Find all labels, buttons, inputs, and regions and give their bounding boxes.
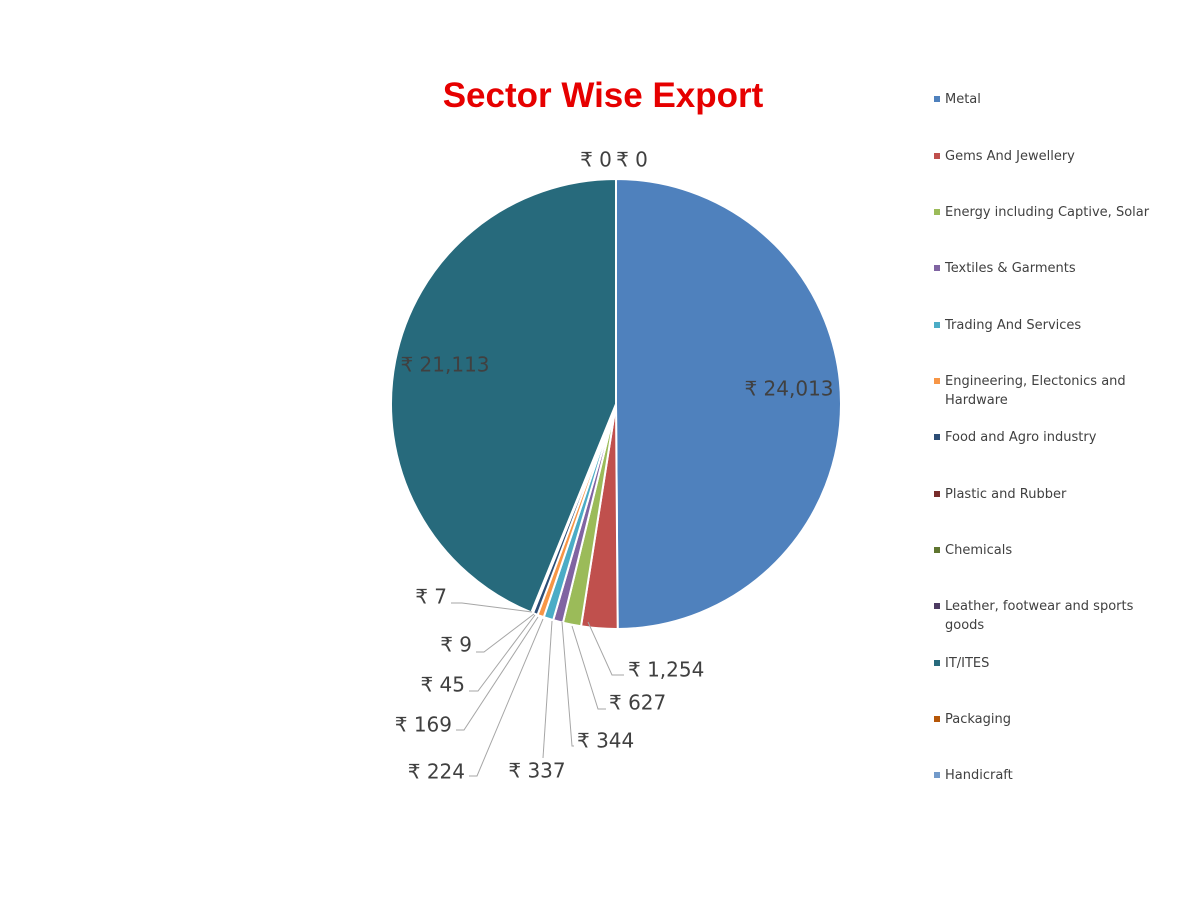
legend-label: Plastic and Rubber [945, 487, 1067, 502]
data-label-textiles-garments: ₹ 344 [577, 729, 634, 753]
legend-swatch [934, 547, 940, 553]
legend-label: Energy including Captive, Solar [945, 205, 1150, 220]
data-label-energy-including-captive-solar: ₹ 627 [609, 691, 666, 715]
data-label-handicraft: ₹ 0 [616, 148, 648, 172]
legend-swatch [934, 660, 940, 666]
legend-swatch [934, 96, 940, 102]
legend-swatch [934, 603, 940, 609]
data-label-plastic-and-rubber: ₹ 45 [420, 673, 465, 697]
leader-line-chemicals [476, 613, 535, 653]
legend-label: Leather, footwear and sports goods [945, 599, 1134, 633]
legend-label: IT/ITES [945, 656, 990, 671]
legend-label: Metal [945, 92, 981, 107]
data-label-food-and-agro-industry: ₹ 169 [395, 713, 452, 737]
leader-line-textiles-garments [561, 621, 574, 747]
leader-line-leather-footwear-and-sports-goods [451, 602, 533, 613]
leader-line-trading-and-services [542, 620, 553, 759]
chart-title: Sector Wise Export [442, 76, 764, 115]
legend-label: Textiles & Garments [945, 261, 1076, 276]
legend-label: Engineering, Electonics and Hardware [945, 374, 1126, 408]
legend-swatch [934, 434, 940, 440]
data-label-it-ites: ₹ 21,113 [400, 353, 489, 377]
legend-swatch [934, 153, 940, 159]
legend-swatch [934, 378, 940, 384]
legend-swatch [934, 491, 940, 497]
leader-line-engineering-electonics-and-hardware [469, 618, 544, 777]
legend-swatch [934, 716, 940, 722]
data-label-chemicals: ₹ 9 [440, 633, 472, 657]
legend-label: Chemicals [945, 543, 1013, 558]
leader-line-energy-including-captive-solar [571, 625, 606, 710]
data-label-engineering-electonics-and-hardware: ₹ 224 [408, 760, 465, 784]
legend-label: Packaging [945, 712, 1011, 727]
legend-label: Trading And Services [945, 318, 1082, 333]
data-label-leather-footwear-and-sports-goods: ₹ 7 [415, 585, 447, 609]
legend-label: Handicraft [945, 768, 1013, 783]
leader-line-food-and-agro-industry [456, 616, 539, 731]
data-label-trading-and-services: ₹ 337 [508, 759, 565, 783]
leader-line-plastic-and-rubber [469, 614, 536, 692]
data-label-metal: ₹ 24,013 [744, 377, 833, 401]
legend-label: Gems And Jewellery [945, 149, 1075, 164]
legend-label: Food and Agro industry [945, 430, 1097, 445]
leader-line-gems-and-jewellery [587, 621, 624, 676]
legend-swatch [934, 322, 940, 328]
data-label-packaging: ₹ 0 [580, 148, 612, 172]
data-label-gems-and-jewellery: ₹ 1,254 [628, 658, 704, 682]
legend-swatch [934, 772, 940, 778]
legend-swatch [934, 265, 940, 271]
legend-swatch [934, 209, 940, 215]
pie-slice-metal [615, 177, 842, 631]
pie-slice-it-ites [390, 177, 617, 614]
